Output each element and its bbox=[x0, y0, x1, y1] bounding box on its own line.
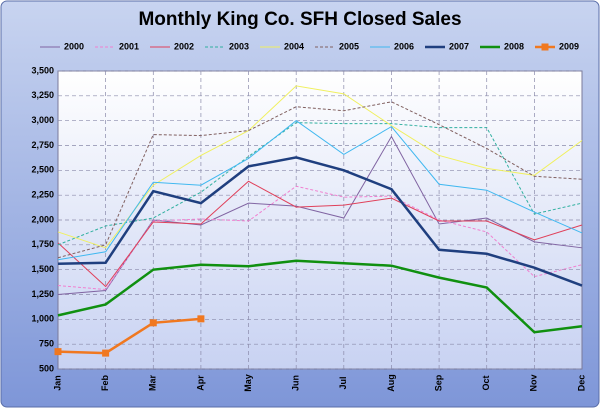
y-tick-label: 3,500 bbox=[31, 65, 54, 75]
point-marker bbox=[102, 349, 110, 357]
x-tick-label: Apr bbox=[195, 375, 205, 391]
x-tick-label: Sep bbox=[433, 374, 443, 391]
series-line bbox=[57, 259, 583, 334]
series-line bbox=[57, 317, 202, 355]
point-marker bbox=[149, 319, 157, 327]
x-tick-label: Mar bbox=[148, 375, 158, 392]
point-marker bbox=[197, 315, 205, 323]
x-tick-label: Jul bbox=[338, 376, 348, 389]
series-line bbox=[57, 120, 583, 261]
chart-title: Monthly King Co. SFH Closed Sales bbox=[138, 9, 461, 30]
y-tick-label: 1,500 bbox=[31, 264, 54, 274]
legend-marker bbox=[541, 43, 549, 51]
legend-label: 2001 bbox=[119, 41, 139, 51]
legend-label: 2009 bbox=[559, 41, 579, 51]
x-tick-label: Aug bbox=[386, 374, 396, 392]
series-line bbox=[57, 122, 583, 246]
legend-label: 2002 bbox=[174, 41, 194, 51]
legend-label: 2000 bbox=[64, 41, 84, 51]
y-tick-label: 3,250 bbox=[31, 90, 54, 100]
x-tick-label: Oct bbox=[481, 375, 491, 390]
x-tick-label: Jan bbox=[52, 375, 62, 391]
y-tick-label: 1,250 bbox=[31, 289, 54, 299]
y-tick-label: 1,750 bbox=[31, 239, 54, 249]
series-line bbox=[57, 101, 583, 259]
y-tick-label: 2,000 bbox=[31, 214, 54, 224]
legend-label: 2005 bbox=[339, 41, 359, 51]
y-tick-label: 2,250 bbox=[31, 190, 54, 200]
y-tick-label: 3,000 bbox=[31, 115, 54, 125]
point-marker bbox=[54, 348, 62, 356]
y-tick-label: 2,750 bbox=[31, 140, 54, 150]
y-tick-label: 2,500 bbox=[31, 165, 54, 175]
series-line bbox=[57, 180, 583, 288]
legend-label: 2003 bbox=[229, 41, 249, 51]
x-tick-label: Dec bbox=[576, 375, 586, 392]
x-tick-label: May bbox=[243, 374, 253, 392]
legend-label: 2008 bbox=[504, 41, 524, 51]
legend-label: 2007 bbox=[449, 41, 469, 51]
x-tick-label: Feb bbox=[100, 375, 110, 392]
series-line bbox=[57, 85, 583, 249]
x-tick-label: Nov bbox=[529, 374, 539, 391]
x-tick-label: Jun bbox=[291, 375, 301, 391]
legend-label: 2004 bbox=[284, 41, 304, 51]
y-tick-label: 750 bbox=[39, 339, 54, 349]
legend-label: 2006 bbox=[394, 41, 414, 51]
y-tick-label: 500 bbox=[39, 363, 54, 373]
y-tick-label: 1,000 bbox=[31, 314, 54, 324]
series-line bbox=[57, 156, 583, 287]
